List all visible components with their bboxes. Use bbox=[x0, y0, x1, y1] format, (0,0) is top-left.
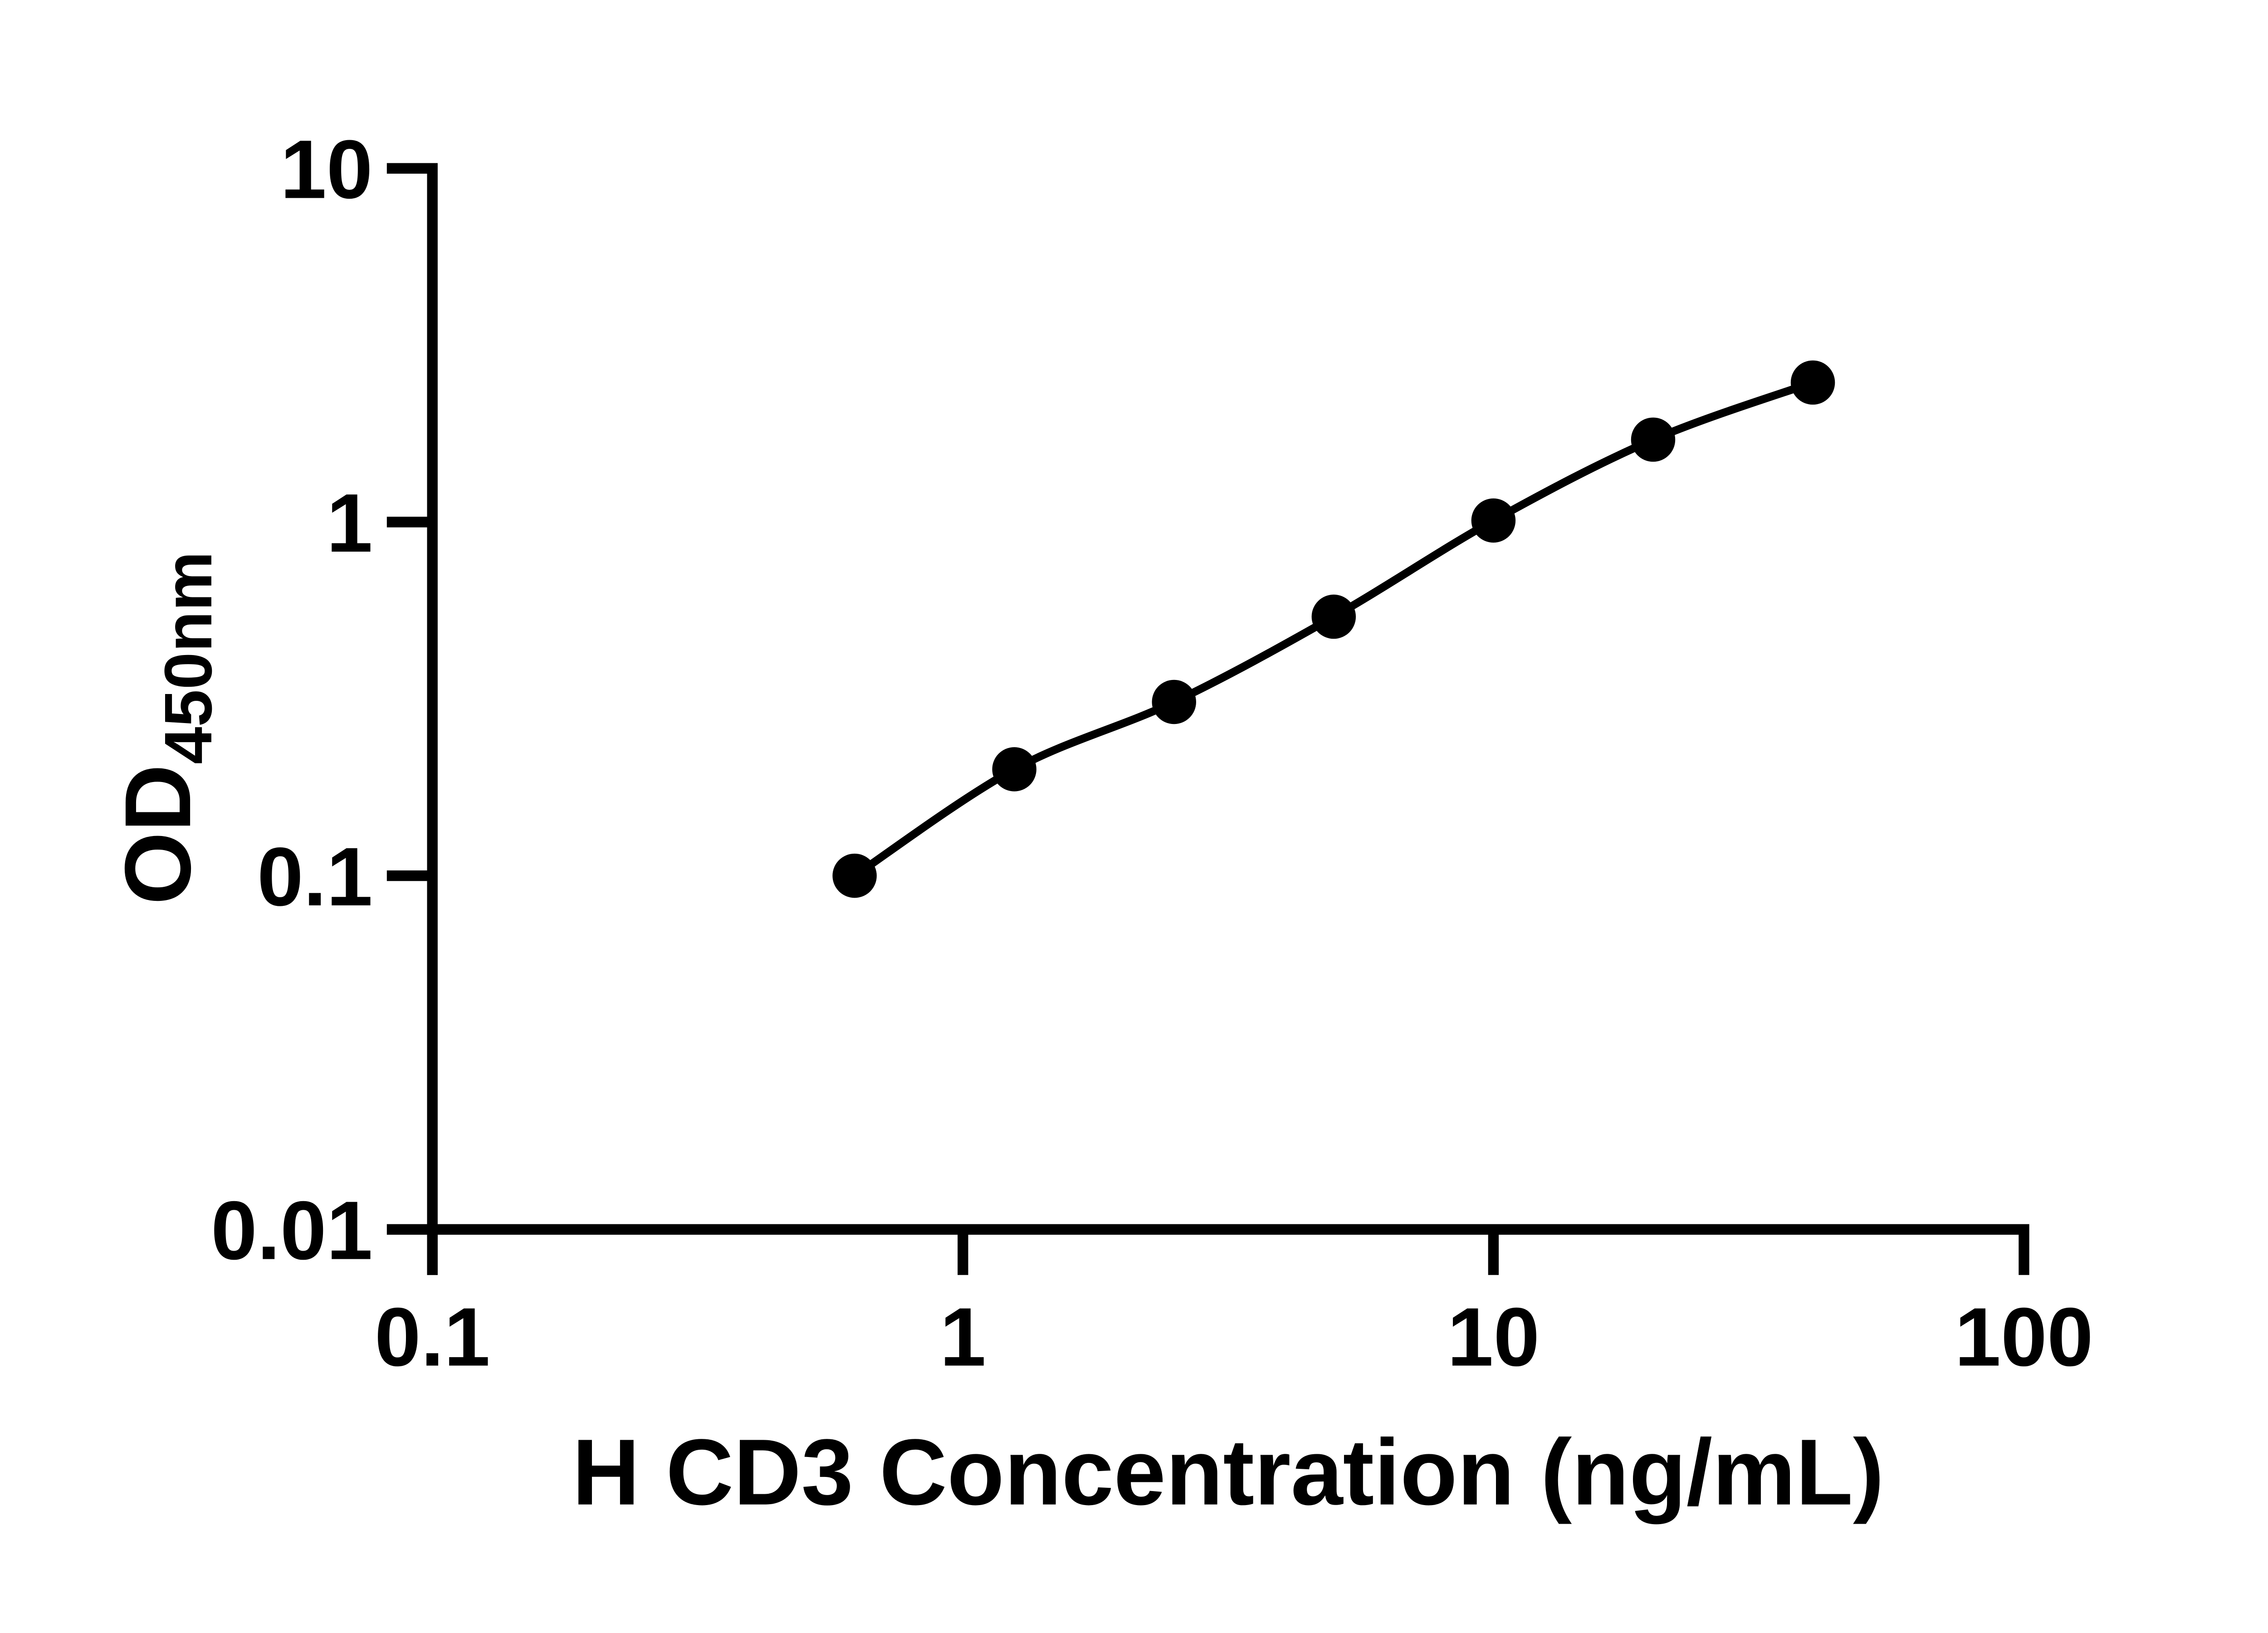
y-tick-label: 10 bbox=[280, 122, 373, 215]
data-point bbox=[1790, 360, 1835, 405]
data-point bbox=[1152, 680, 1196, 724]
data-point bbox=[1311, 594, 1356, 639]
data-point bbox=[1631, 417, 1676, 462]
y-tick-label: 0.1 bbox=[257, 830, 373, 923]
data-point bbox=[1471, 498, 1516, 543]
x-tick-label: 100 bbox=[1955, 1291, 2093, 1384]
data-point bbox=[992, 747, 1036, 792]
x-tick-label: 0.1 bbox=[375, 1291, 490, 1384]
y-axis-title-main: OD bbox=[105, 764, 210, 905]
x-axis-title: H CD3 Concentration (ng/mL) bbox=[572, 1420, 1884, 1525]
y-tick-label: 1 bbox=[327, 476, 373, 569]
data-points bbox=[832, 360, 1835, 898]
y-axis-title-subscript: 450nm bbox=[151, 551, 226, 764]
x-tick-label: 10 bbox=[1447, 1291, 1540, 1384]
y-tick-label: 0.01 bbox=[211, 1184, 373, 1277]
tick-marks bbox=[386, 163, 2029, 1275]
data-point bbox=[832, 853, 877, 898]
y-axis-title: OD450nm bbox=[105, 551, 226, 905]
axes bbox=[427, 163, 2029, 1275]
x-tick-label: 1 bbox=[940, 1291, 986, 1384]
